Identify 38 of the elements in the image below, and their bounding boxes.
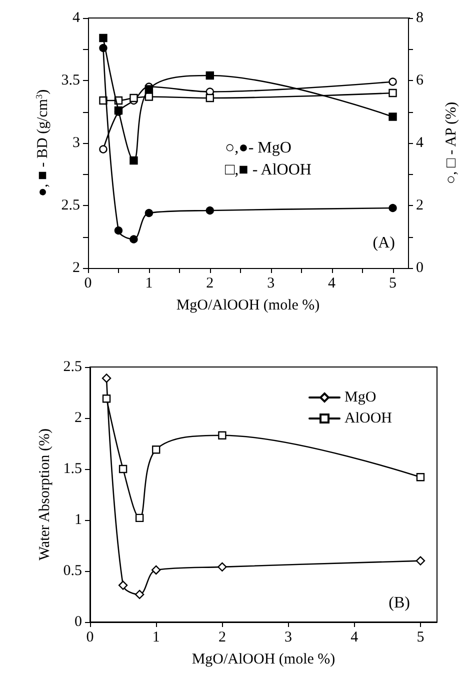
y-tick-label: 2.5: [61, 198, 80, 214]
y-tick-label: 4: [72, 10, 80, 26]
x-tick-label: 4: [350, 630, 359, 646]
x-axis-title: MgO/AlOOH (mole %): [176, 298, 320, 314]
x-axis-title: MgO/AlOOH (mole %): [192, 652, 336, 668]
legend-label: AlOOH: [344, 410, 392, 426]
x-tick-label: 2: [218, 630, 226, 646]
y-tick-label: 0: [74, 614, 82, 630]
annotation: (A): [372, 234, 396, 252]
y2-tick-label: 4: [416, 135, 424, 151]
y-tick-label: 0.5: [63, 563, 82, 579]
y-tick-label: 1.5: [63, 461, 82, 477]
annotation: □,■ - AlOOH: [225, 162, 312, 178]
x-tick-label: 2: [206, 276, 214, 292]
y-tick-label: 2: [72, 260, 80, 276]
annotation: (B): [388, 594, 410, 612]
y-axis-title: ●, ■ - BD (g/cm3): [34, 89, 51, 197]
y2-tick-label: 8: [416, 10, 424, 26]
x-tick-label: 5: [389, 276, 397, 292]
annotation: ○,●- MgO: [225, 140, 292, 156]
y2-tick-label: 6: [416, 72, 424, 88]
y2-tick-label: 2: [416, 198, 424, 214]
y-tick-label: 3.5: [61, 72, 80, 88]
legend-label: MgO: [344, 390, 376, 406]
x-tick-label: 4: [328, 276, 336, 292]
x-tick-label: 1: [145, 276, 153, 292]
x-tick-label: 0: [86, 630, 94, 646]
x-tick-label: 5: [416, 630, 424, 646]
y-tick-label: 2.5: [63, 359, 82, 375]
y-axis-title: Water Absorption (%): [36, 428, 53, 561]
x-tick-label: 1: [152, 630, 160, 646]
y-tick-label: 1: [74, 512, 82, 528]
x-tick-label: 3: [267, 276, 275, 292]
x-tick-label: 3: [284, 630, 292, 646]
y2-axis-title: ○, □ - AP (%): [444, 102, 460, 184]
y-tick-label: 3: [72, 135, 80, 151]
y-tick-label: 2: [74, 410, 82, 426]
y2-tick-label: 0: [416, 260, 424, 276]
